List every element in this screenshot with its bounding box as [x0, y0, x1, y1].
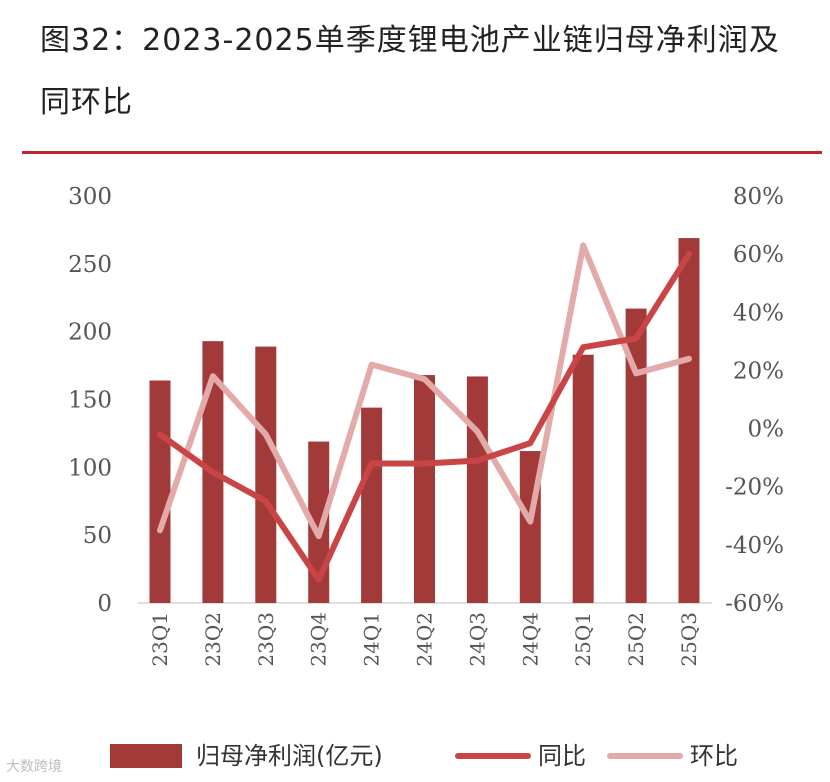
left-tick-label: 200: [68, 320, 112, 346]
bar-25Q1: [572, 354, 594, 603]
line-yoy: [157, 251, 692, 583]
right-tick-label: 80%: [733, 184, 784, 210]
bar-series: [149, 238, 700, 603]
right-tick-label: -20%: [725, 475, 784, 501]
left-tick-label: 150: [68, 388, 112, 414]
left-tick-label: 100: [68, 455, 112, 481]
right-tick-label: 20%: [733, 358, 784, 384]
watermark: 大数跨境: [6, 759, 62, 775]
legend-label-qoq: 环比: [690, 742, 738, 770]
line-qoq: [157, 242, 692, 540]
right-tick-label: -60%: [725, 591, 784, 617]
right-tick-label: 60%: [733, 242, 784, 268]
category-label: 23Q4: [307, 612, 331, 667]
category-label: 24Q4: [518, 612, 542, 667]
right-tick-label: -40%: [725, 533, 784, 559]
legend-swatch-bar: [110, 744, 182, 768]
category-label: 24Q3: [465, 612, 489, 667]
right-axis: -60% -40% -20% 0% 20% 40% 60% 80%: [725, 184, 784, 617]
title-divider: [22, 151, 822, 154]
left-tick-label: 300: [68, 184, 112, 210]
right-tick-label: 40%: [733, 300, 784, 326]
category-labels: 23Q1 23Q2 23Q3 23Q4 24Q1 24Q2 24Q3 24Q4 25Q1 25Q2…: [148, 612, 701, 667]
category-label: 23Q3: [254, 612, 278, 667]
left-tick-label: 0: [97, 591, 112, 617]
category-label: 23Q2: [201, 612, 225, 667]
category-label: 24Q1: [360, 612, 384, 667]
bar-24Q3: [466, 376, 488, 603]
bar-24Q2: [414, 375, 435, 603]
page-title: 图32：2023-2025单季度锂电池产业链归母净利润及同环比: [40, 23, 780, 120]
bar-23Q3: [255, 346, 277, 603]
legend-label-yoy: 同比: [538, 742, 586, 770]
category-label: 24Q2: [413, 612, 437, 667]
bar-24Q1: [361, 407, 383, 603]
left-tick-label: 250: [68, 252, 112, 278]
bar-25Q3: [678, 238, 700, 603]
line-series: [157, 242, 692, 583]
category-label: 25Q1: [571, 612, 595, 667]
category-label: 25Q2: [624, 612, 648, 667]
bar-25Q2: [625, 308, 647, 603]
category-label: 25Q3: [677, 612, 701, 667]
left-tick-label: 50: [83, 523, 112, 549]
legend: 归母净利润(亿元) 同比 环比: [110, 742, 738, 770]
category-label: 23Q1: [148, 612, 172, 667]
bar-23Q1: [149, 380, 171, 603]
right-tick-label: 0%: [748, 417, 785, 443]
left-axis: 0 50 100 150 200 250 300: [68, 184, 112, 617]
legend-label-bar: 归母净利润(亿元): [196, 742, 383, 770]
